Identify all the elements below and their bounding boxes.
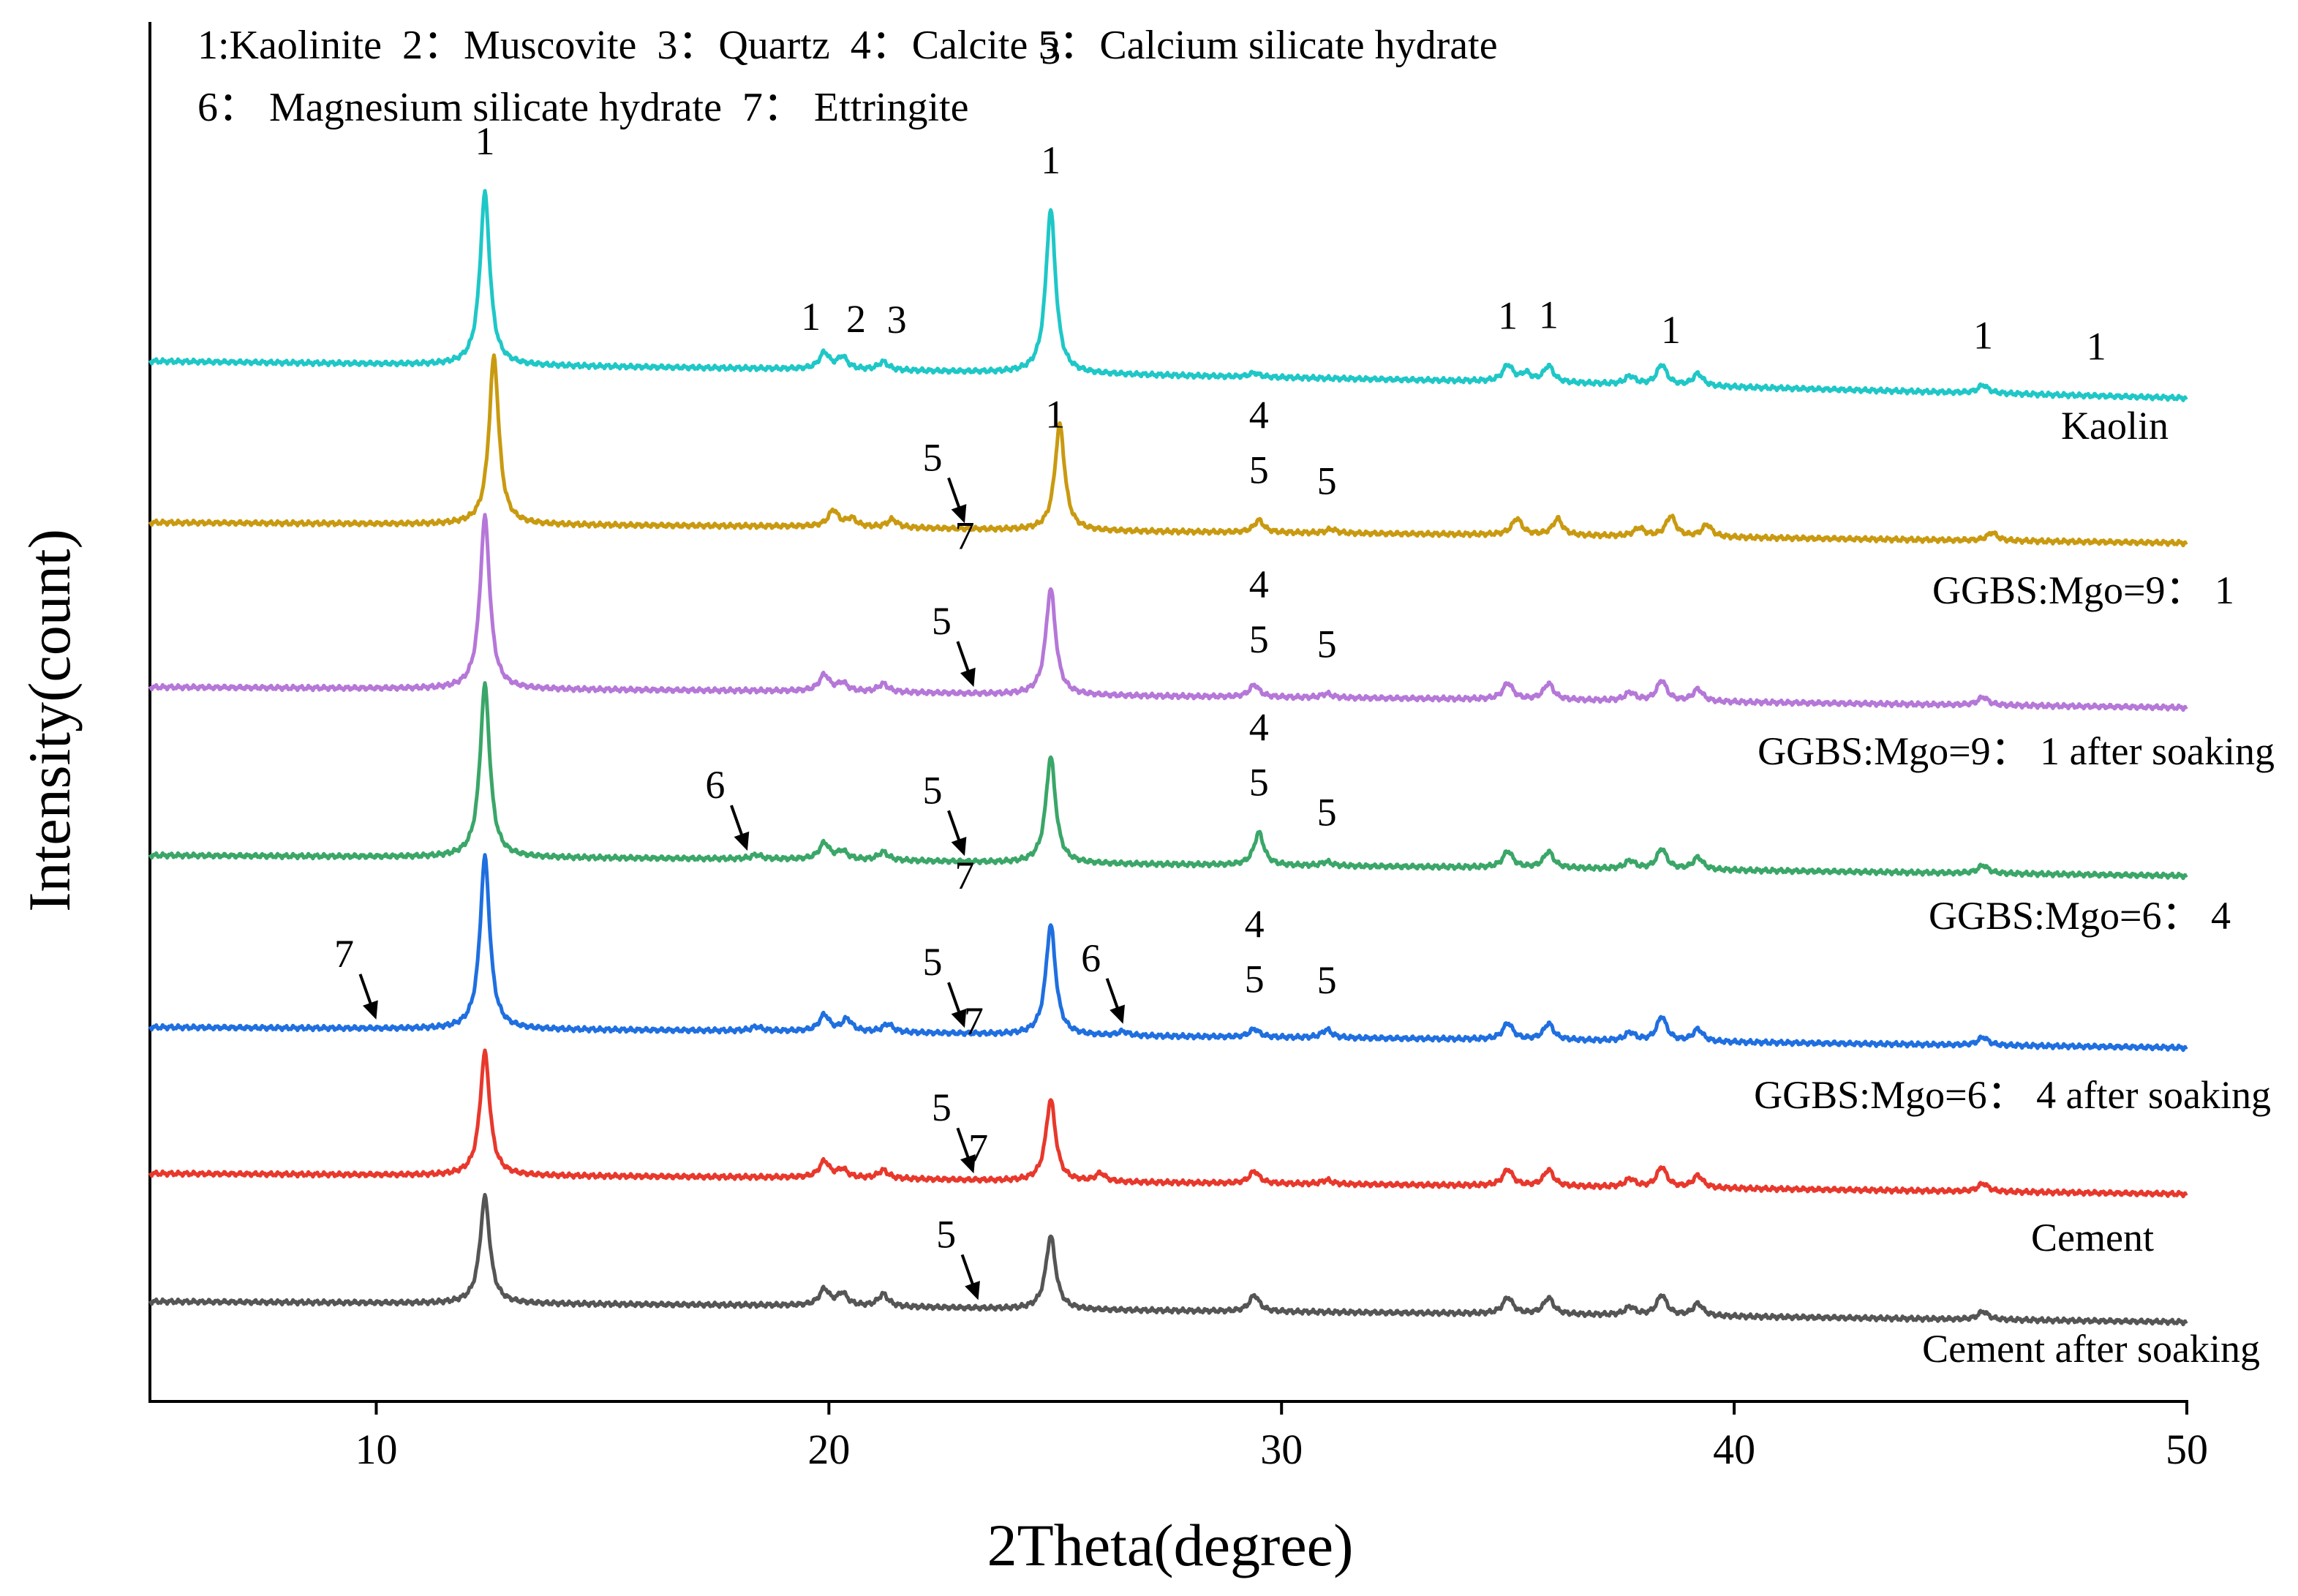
series-line-5: [148, 853, 2188, 1053]
arrow-head-3-1: [960, 667, 976, 688]
peak-marker-1-5: 3: [1041, 29, 1061, 72]
peak-marker-1-3: 2: [846, 297, 866, 341]
x-tick-label-50: 50: [2166, 1426, 2208, 1473]
peak-marker-3-3: 5: [1249, 617, 1269, 661]
peak-marker-3-1: 7: [955, 513, 975, 557]
series-label-6: Cement: [2031, 1216, 2154, 1260]
peak-marker-1-4: 3: [887, 298, 907, 342]
peak-marker-6-1: 7: [964, 999, 984, 1043]
peak-marker-2-1: 1: [1045, 393, 1065, 437]
x-tick-label-40: 40: [1713, 1426, 1755, 1473]
arrow-head-5-1: [363, 1000, 378, 1020]
legend-line-1: 1:Kaolinite 2：Muscovite 3：Quartz 4：Calci…: [197, 23, 1498, 68]
arrow-head-5-2: [951, 1008, 967, 1028]
peak-marker-3-4: 5: [1317, 622, 1337, 666]
peak-marker-4-1: 4: [1249, 706, 1269, 750]
arrow-head-5-3: [1110, 1004, 1125, 1024]
x-tick-label-10: 10: [355, 1426, 397, 1473]
axes: [148, 22, 2188, 1403]
arrow-head-4-2: [951, 836, 967, 857]
x-axis-label: 2Theta(degree): [987, 1512, 1354, 1578]
peak-marker-1-8: 1: [1539, 293, 1559, 337]
series-label-4: GGBS:Mgo=6： 4: [1929, 894, 2231, 938]
arrow-label-5-2: 5: [923, 940, 943, 984]
series-line-7: [148, 1192, 2188, 1327]
peak-marker-1-9: 1: [1661, 308, 1681, 352]
peak-marker-1-1: 1: [475, 119, 494, 163]
series-label-5: GGBS:Mgo=6： 4 after soaking: [1754, 1073, 2271, 1117]
y-axis-label: Intensity(count): [16, 529, 83, 912]
series-layer: Kaolin GGBS:Mgo=9： 1 GGBS:Mgo=9： 1 after s…: [148, 189, 2275, 1371]
peak-marker-1-7: 1: [1498, 293, 1518, 337]
arrow-head-2-1: [951, 504, 967, 524]
peak-marker-4-3: 5: [1317, 790, 1337, 834]
x-tick-label-30: 30: [1260, 1426, 1303, 1473]
peak-marker-5-2: 4: [1245, 902, 1265, 946]
peak-marker-2-2: 4: [1249, 394, 1269, 437]
arrow-head-7-1: [965, 1281, 980, 1300]
peak-marker-1-2: 1: [801, 295, 821, 339]
x-ticks: 10 20 30 40 50: [355, 1401, 2208, 1473]
arrow-label-7-1: 5: [936, 1212, 956, 1256]
legend-line-2: 6： Magnesium silicate hydrate 7： Ettring…: [197, 85, 968, 130]
peak-marker-7-1: 7: [968, 1126, 988, 1170]
arrow-label-6-1: 5: [932, 1085, 952, 1129]
peak-marker-5-4: 5: [1317, 958, 1337, 1002]
peak-marker-5-1: 7: [955, 854, 975, 897]
peak-marker-5-3: 5: [1245, 957, 1265, 1001]
series-line-1: [148, 189, 2188, 402]
arrow-label-4-2: 5: [923, 768, 943, 812]
peak-marker-1-6: 1: [1041, 138, 1061, 182]
peak-marker-2-4: 5: [1317, 459, 1337, 503]
series-label-2: GGBS:Mgo=9： 1: [1932, 568, 2234, 612]
arrow-label-2-1: 5: [923, 435, 943, 479]
arrow-head-4-1: [734, 831, 750, 851]
arrow-label-5-3: 6: [1081, 936, 1101, 980]
arrow-label-3-1: 5: [932, 599, 952, 643]
peak-marker-3-2: 4: [1249, 562, 1269, 606]
series-label-7: Cement after soaking: [1922, 1327, 2260, 1371]
peak-marker-1-11: 1: [2087, 325, 2106, 369]
series-line-3: [148, 513, 2188, 712]
arrow-head-6-1: [960, 1153, 976, 1174]
x-tick-label-20: 20: [807, 1426, 850, 1473]
arrow-label-5-1: 7: [334, 932, 354, 976]
peak-marker-4-2: 5: [1249, 761, 1269, 805]
arrow-label-4-1: 6: [705, 763, 725, 807]
series-line-2: [148, 353, 2188, 548]
peak-marker-2-3: 5: [1249, 448, 1269, 492]
series-label-3: GGBS:Mgo=9： 1 after soaking: [1758, 729, 2275, 773]
peak-marker-1-10: 1: [1973, 314, 1993, 358]
series-label-1: Kaolin: [2061, 404, 2169, 448]
series-line-6: [148, 1048, 2188, 1199]
series-line-4: [148, 681, 2188, 881]
